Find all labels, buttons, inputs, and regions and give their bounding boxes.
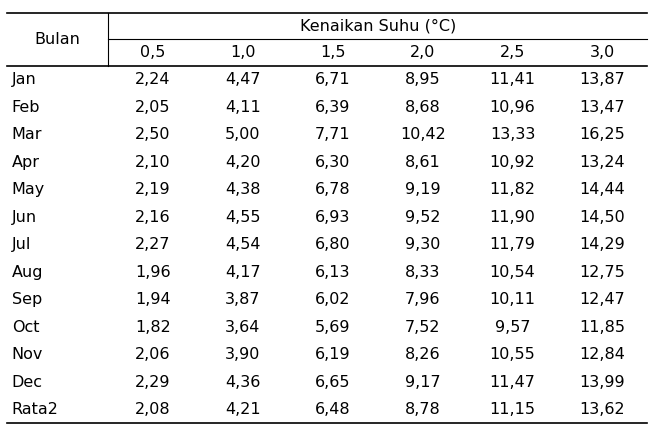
Text: 2,5: 2,5 bbox=[500, 45, 525, 60]
Text: 4,38: 4,38 bbox=[225, 182, 260, 197]
Text: 8,61: 8,61 bbox=[405, 155, 441, 170]
Text: 9,30: 9,30 bbox=[405, 237, 440, 252]
Text: 4,36: 4,36 bbox=[225, 375, 260, 390]
Text: 2,50: 2,50 bbox=[135, 127, 171, 142]
Text: 11,47: 11,47 bbox=[490, 375, 536, 390]
Text: 7,71: 7,71 bbox=[315, 127, 351, 142]
Text: Jul: Jul bbox=[12, 237, 31, 252]
Text: 5,69: 5,69 bbox=[315, 320, 351, 335]
Text: 10,54: 10,54 bbox=[490, 265, 536, 280]
Text: Dec: Dec bbox=[12, 375, 43, 390]
Text: 12,47: 12,47 bbox=[579, 292, 625, 307]
Text: Mar: Mar bbox=[12, 127, 43, 142]
Text: 2,16: 2,16 bbox=[135, 210, 171, 225]
Text: 4,17: 4,17 bbox=[225, 265, 261, 280]
Text: May: May bbox=[12, 182, 45, 197]
Text: 14,29: 14,29 bbox=[579, 237, 625, 252]
Text: 10,96: 10,96 bbox=[490, 100, 536, 114]
Text: 4,21: 4,21 bbox=[225, 402, 261, 417]
Text: Nov: Nov bbox=[12, 347, 43, 362]
Text: 2,24: 2,24 bbox=[135, 72, 171, 87]
Text: 11,82: 11,82 bbox=[490, 182, 536, 197]
Text: 6,71: 6,71 bbox=[315, 72, 351, 87]
Text: 4,54: 4,54 bbox=[225, 237, 260, 252]
Text: 2,19: 2,19 bbox=[135, 182, 171, 197]
Text: 9,19: 9,19 bbox=[405, 182, 441, 197]
Text: 11,85: 11,85 bbox=[579, 320, 625, 335]
Text: 6,39: 6,39 bbox=[315, 100, 351, 114]
Text: 8,95: 8,95 bbox=[405, 72, 441, 87]
Text: 4,55: 4,55 bbox=[225, 210, 260, 225]
Text: Bulan: Bulan bbox=[34, 32, 80, 47]
Text: Apr: Apr bbox=[12, 155, 40, 170]
Text: 13,33: 13,33 bbox=[490, 127, 535, 142]
Text: 11,15: 11,15 bbox=[490, 402, 536, 417]
Text: 2,10: 2,10 bbox=[135, 155, 171, 170]
Text: 14,44: 14,44 bbox=[579, 182, 625, 197]
Text: 2,06: 2,06 bbox=[135, 347, 171, 362]
Text: 4,47: 4,47 bbox=[225, 72, 260, 87]
Text: 2,05: 2,05 bbox=[135, 100, 171, 114]
Text: 11,90: 11,90 bbox=[490, 210, 536, 225]
Text: 13,99: 13,99 bbox=[579, 375, 625, 390]
Text: Rata2: Rata2 bbox=[12, 402, 59, 417]
Text: 2,27: 2,27 bbox=[135, 237, 171, 252]
Text: 2,08: 2,08 bbox=[135, 402, 171, 417]
Text: 2,29: 2,29 bbox=[135, 375, 171, 390]
Text: 8,33: 8,33 bbox=[405, 265, 440, 280]
Text: 8,26: 8,26 bbox=[405, 347, 441, 362]
Text: 11,41: 11,41 bbox=[490, 72, 536, 87]
Text: 5,00: 5,00 bbox=[225, 127, 260, 142]
Text: 13,87: 13,87 bbox=[579, 72, 625, 87]
Text: 3,0: 3,0 bbox=[590, 45, 615, 60]
Text: 6,13: 6,13 bbox=[315, 265, 351, 280]
Text: 11,79: 11,79 bbox=[490, 237, 536, 252]
Text: 6,65: 6,65 bbox=[315, 375, 351, 390]
Text: 6,19: 6,19 bbox=[315, 347, 351, 362]
Text: 9,17: 9,17 bbox=[405, 375, 441, 390]
Text: 6,48: 6,48 bbox=[315, 402, 351, 417]
Text: Aug: Aug bbox=[12, 265, 43, 280]
Text: 12,84: 12,84 bbox=[579, 347, 625, 362]
Text: 1,94: 1,94 bbox=[135, 292, 171, 307]
Text: 6,30: 6,30 bbox=[315, 155, 351, 170]
Text: 7,96: 7,96 bbox=[405, 292, 440, 307]
Text: Kenaikan Suhu (°C): Kenaikan Suhu (°C) bbox=[300, 19, 456, 34]
Text: 10,55: 10,55 bbox=[490, 347, 536, 362]
Text: 13,24: 13,24 bbox=[579, 155, 625, 170]
Text: 1,82: 1,82 bbox=[135, 320, 171, 335]
Text: 6,80: 6,80 bbox=[315, 237, 351, 252]
Text: 7,52: 7,52 bbox=[405, 320, 440, 335]
Text: Oct: Oct bbox=[12, 320, 39, 335]
Text: 13,47: 13,47 bbox=[579, 100, 625, 114]
Text: 6,93: 6,93 bbox=[315, 210, 351, 225]
Text: 2,0: 2,0 bbox=[410, 45, 436, 60]
Text: 8,78: 8,78 bbox=[405, 402, 441, 417]
Text: 10,11: 10,11 bbox=[490, 292, 536, 307]
Text: 6,78: 6,78 bbox=[315, 182, 351, 197]
Text: Jan: Jan bbox=[12, 72, 37, 87]
Text: Sep: Sep bbox=[12, 292, 42, 307]
Text: 3,64: 3,64 bbox=[225, 320, 260, 335]
Text: Jun: Jun bbox=[12, 210, 37, 225]
Text: 9,52: 9,52 bbox=[405, 210, 440, 225]
Text: 16,25: 16,25 bbox=[579, 127, 625, 142]
Text: 13,62: 13,62 bbox=[579, 402, 625, 417]
Text: 0,5: 0,5 bbox=[140, 45, 165, 60]
Text: 8,68: 8,68 bbox=[405, 100, 441, 114]
Text: 14,50: 14,50 bbox=[579, 210, 625, 225]
Text: 9,57: 9,57 bbox=[495, 320, 530, 335]
Text: 3,90: 3,90 bbox=[225, 347, 260, 362]
Text: 4,20: 4,20 bbox=[225, 155, 260, 170]
Text: 3,87: 3,87 bbox=[225, 292, 260, 307]
Text: 10,42: 10,42 bbox=[400, 127, 445, 142]
Text: 1,0: 1,0 bbox=[230, 45, 256, 60]
Text: 1,96: 1,96 bbox=[135, 265, 171, 280]
Text: 6,02: 6,02 bbox=[315, 292, 351, 307]
Text: 10,92: 10,92 bbox=[490, 155, 536, 170]
Text: 4,11: 4,11 bbox=[225, 100, 261, 114]
Text: Feb: Feb bbox=[12, 100, 41, 114]
Text: 1,5: 1,5 bbox=[320, 45, 345, 60]
Text: 12,75: 12,75 bbox=[579, 265, 625, 280]
